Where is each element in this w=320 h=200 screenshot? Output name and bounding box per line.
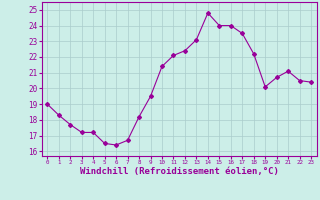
X-axis label: Windchill (Refroidissement éolien,°C): Windchill (Refroidissement éolien,°C) (80, 167, 279, 176)
